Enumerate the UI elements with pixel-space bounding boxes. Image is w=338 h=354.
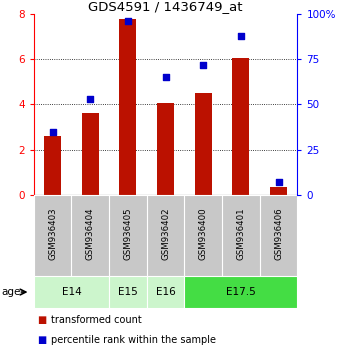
Bar xyxy=(147,276,185,308)
Text: GSM936403: GSM936403 xyxy=(48,207,57,260)
Text: GSM936405: GSM936405 xyxy=(123,207,132,260)
Point xyxy=(50,129,55,134)
Text: ■: ■ xyxy=(37,335,46,345)
Text: GSM936400: GSM936400 xyxy=(199,207,208,260)
Bar xyxy=(185,276,297,308)
Text: E14: E14 xyxy=(62,287,81,297)
Point xyxy=(125,18,131,24)
Bar xyxy=(119,19,137,195)
Point xyxy=(200,62,206,68)
Text: E17.5: E17.5 xyxy=(226,287,256,297)
Bar xyxy=(270,187,287,195)
Text: transformed count: transformed count xyxy=(51,315,141,325)
Point xyxy=(276,179,281,185)
Text: GSM936402: GSM936402 xyxy=(161,207,170,260)
Point xyxy=(88,96,93,102)
Title: GDS4591 / 1436749_at: GDS4591 / 1436749_at xyxy=(88,0,243,13)
Text: ■: ■ xyxy=(37,315,46,325)
Text: percentile rank within the sample: percentile rank within the sample xyxy=(51,335,216,345)
Bar xyxy=(34,276,109,308)
Bar xyxy=(157,103,174,195)
Bar xyxy=(109,276,147,308)
Text: GSM936404: GSM936404 xyxy=(86,207,95,260)
Bar xyxy=(195,93,212,195)
Text: age: age xyxy=(2,287,21,297)
Point xyxy=(238,33,244,39)
Bar xyxy=(82,113,99,195)
Text: GSM936406: GSM936406 xyxy=(274,207,283,260)
Point xyxy=(163,75,168,80)
Text: E15: E15 xyxy=(118,287,138,297)
Text: GSM936401: GSM936401 xyxy=(237,207,245,260)
Bar xyxy=(233,58,249,195)
Bar xyxy=(44,136,61,195)
Text: E16: E16 xyxy=(156,287,175,297)
